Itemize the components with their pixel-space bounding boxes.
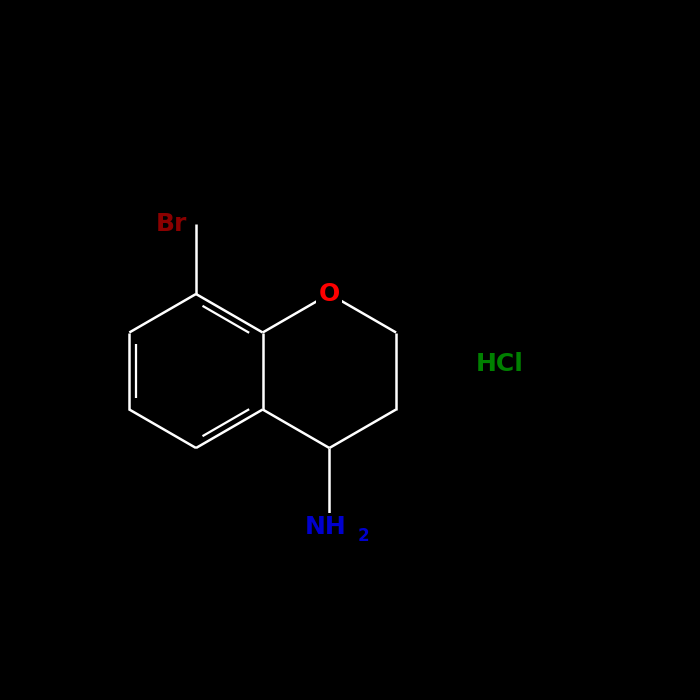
Text: HCl: HCl xyxy=(476,352,524,376)
Text: Br: Br xyxy=(156,212,188,236)
Text: 2: 2 xyxy=(357,527,369,545)
Text: NH: NH xyxy=(305,514,346,538)
Text: O: O xyxy=(318,282,340,306)
